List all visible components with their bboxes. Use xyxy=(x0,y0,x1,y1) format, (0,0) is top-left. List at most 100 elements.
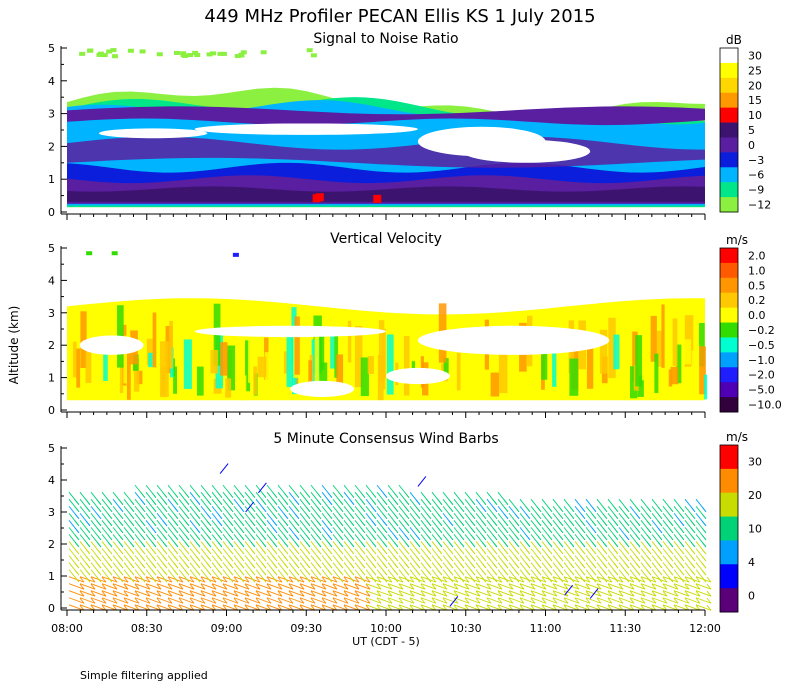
wind-barb xyxy=(233,513,245,527)
barb-flag xyxy=(349,541,355,548)
barb-flag xyxy=(382,492,388,498)
wind-barb xyxy=(596,597,613,604)
barb-flag xyxy=(129,499,135,505)
snr-speck xyxy=(127,48,134,53)
barb-flag xyxy=(321,605,327,611)
wind-barb xyxy=(189,569,201,583)
barb-flag xyxy=(580,562,586,569)
barb-staff xyxy=(266,583,283,590)
wind-barb xyxy=(651,555,663,569)
barb-flag xyxy=(657,562,663,569)
barb-flag xyxy=(481,520,487,527)
wind-barb xyxy=(145,498,157,513)
barb-flag xyxy=(519,583,525,590)
barb-flag xyxy=(591,520,597,527)
colorbar-swatch xyxy=(720,307,738,324)
barb-flag xyxy=(294,534,300,541)
barb-flag xyxy=(233,597,239,604)
barb-flag xyxy=(657,520,663,527)
barb-flag xyxy=(173,513,179,520)
wind-barb xyxy=(310,520,322,534)
wind-barb xyxy=(134,498,146,513)
y-tick-label: 4 xyxy=(48,474,55,487)
wind-barb xyxy=(607,505,619,520)
wind-barb xyxy=(156,484,168,498)
wind-barb xyxy=(607,590,624,597)
wind-barb xyxy=(134,527,146,541)
barb-staff xyxy=(453,604,470,611)
barb-flag xyxy=(448,527,454,534)
wind-barb xyxy=(475,555,487,569)
wind-barb xyxy=(288,555,300,569)
wind-barb xyxy=(541,583,558,590)
wind-barb xyxy=(519,569,531,583)
wind-barb xyxy=(310,548,322,562)
barb-flag xyxy=(690,527,696,534)
barb-flag xyxy=(558,506,564,513)
wind-barb xyxy=(332,590,349,597)
wind-barb xyxy=(277,484,289,498)
barb-staff xyxy=(596,590,613,597)
barb-flag xyxy=(261,520,267,527)
barb-flag xyxy=(459,506,465,513)
barb-flag xyxy=(371,520,377,527)
barb-flag xyxy=(415,527,421,534)
barb-flag xyxy=(492,534,498,541)
barb-flag xyxy=(167,576,173,583)
wind-barb xyxy=(596,541,608,555)
wind-barb xyxy=(464,569,476,583)
wind-barb xyxy=(398,562,410,576)
barb-flag xyxy=(85,569,91,576)
barb-flag xyxy=(338,541,344,548)
barb-flag xyxy=(393,527,399,534)
wind-barb xyxy=(530,562,542,576)
wind-barb xyxy=(651,527,663,541)
wind-barb xyxy=(376,513,388,527)
barb-staff xyxy=(101,597,118,604)
barb-staff xyxy=(387,604,404,611)
barb-flag xyxy=(360,555,366,562)
barb-flag xyxy=(525,569,531,576)
barb-flag xyxy=(90,576,96,583)
wind-barb xyxy=(244,505,256,520)
wind-barb xyxy=(255,505,267,520)
barb-staff xyxy=(519,597,536,604)
wind-barb xyxy=(90,527,102,541)
wind-barb xyxy=(321,583,338,590)
wind-barb xyxy=(189,505,201,520)
barb-flag xyxy=(470,506,476,513)
barb-flag xyxy=(574,583,580,590)
barb-flag xyxy=(222,583,228,590)
barb-flag xyxy=(85,555,91,562)
barb-flag xyxy=(558,541,564,548)
wind-barb xyxy=(145,548,157,562)
wind-barb xyxy=(695,534,707,548)
barb-flag xyxy=(646,569,652,576)
wind-barb xyxy=(409,548,421,562)
barb-staff xyxy=(387,583,404,590)
barb-flag xyxy=(475,583,481,590)
barb-flag xyxy=(173,534,179,541)
barb-staff xyxy=(79,604,96,611)
barb-flag xyxy=(85,548,91,555)
wind-barb xyxy=(299,597,316,604)
barb-flag xyxy=(657,555,663,562)
barb-staff xyxy=(332,583,349,590)
barb-flag xyxy=(382,562,388,569)
barb-flag xyxy=(574,605,580,611)
x-tick-label: 09:00 xyxy=(211,622,243,635)
barb-flag xyxy=(470,520,476,527)
wind-barb xyxy=(409,513,421,527)
barb-staff xyxy=(398,597,415,604)
barb-flag xyxy=(167,590,173,597)
barb-flag xyxy=(382,541,388,548)
barb-flag xyxy=(679,541,685,548)
barb-staff xyxy=(277,604,294,611)
wind-barb xyxy=(684,583,701,590)
vv-streak xyxy=(336,354,344,391)
barb-flag xyxy=(393,534,399,541)
wind-barb xyxy=(629,562,641,576)
barb-flag xyxy=(151,569,157,576)
barb-flag xyxy=(558,513,564,520)
wind-barb xyxy=(299,484,311,498)
